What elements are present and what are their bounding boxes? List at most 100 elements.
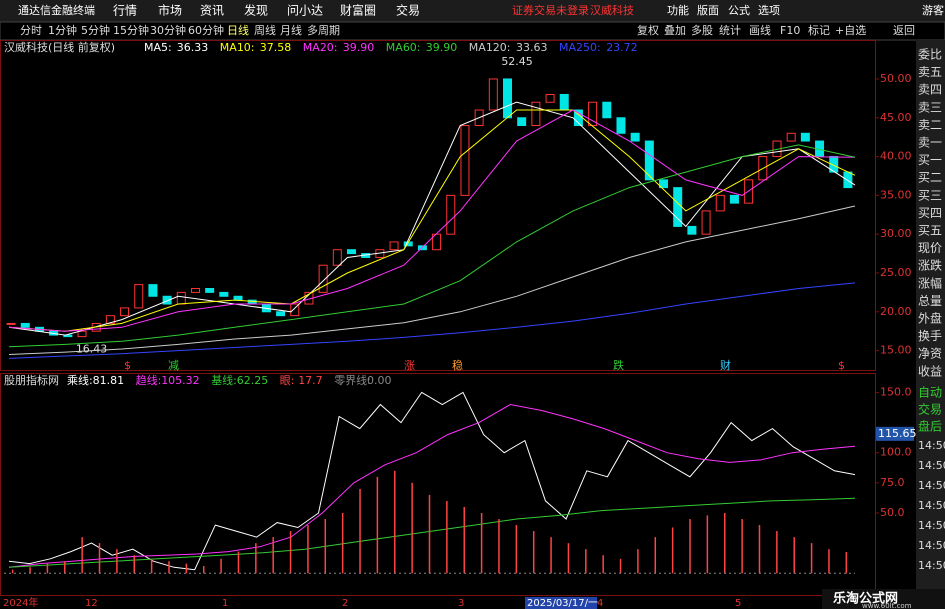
candle xyxy=(517,117,527,127)
legend-value: 105.32 xyxy=(161,374,200,387)
period-tab[interactable]: 30分钟 xyxy=(150,23,186,37)
candle xyxy=(715,194,725,212)
period-tab[interactable]: 分时 xyxy=(20,24,42,37)
quote-label: 换手 xyxy=(918,329,942,343)
y-tick-label: 15.00 xyxy=(880,344,912,357)
legend-value: 0.00 xyxy=(367,374,392,387)
menu-item[interactable]: 问小达 xyxy=(287,4,323,18)
period-tab[interactable]: 1分钟 xyxy=(48,23,77,37)
menu-item[interactable]: 交易 xyxy=(396,3,420,18)
tool-button[interactable]: 返回 xyxy=(893,24,915,37)
tool-button[interactable]: 多股 xyxy=(691,23,713,37)
y-tick-label: 45.00 xyxy=(880,111,912,124)
cursor-label: 115.65 xyxy=(878,427,917,440)
period-tab[interactable]: 5分钟 xyxy=(81,23,110,37)
mode-label[interactable]: 盘后 xyxy=(918,419,942,434)
legend-value: 62.25 xyxy=(237,374,268,387)
quote-label: 买二 xyxy=(918,171,942,185)
mode-label[interactable]: 自动 xyxy=(918,386,942,400)
candle xyxy=(6,322,16,325)
legend-value: 39.90 xyxy=(426,41,458,54)
x-label: 2 xyxy=(342,598,348,609)
legend-name: 眼: xyxy=(280,374,295,387)
candle xyxy=(63,334,73,338)
legend-name: MA250: xyxy=(559,41,601,54)
quote-label: 卖三 xyxy=(918,100,942,114)
user[interactable]: 游客 xyxy=(922,3,944,17)
menu-item[interactable]: 版面 xyxy=(697,3,719,17)
indicator-line xyxy=(8,391,856,571)
legend-name: MA5: xyxy=(144,41,172,54)
tool-button[interactable]: F10 xyxy=(780,24,800,37)
menu-item[interactable]: 资讯 xyxy=(200,4,224,18)
menu-item[interactable]: 行情 xyxy=(113,4,137,18)
quote-label: 卖二 xyxy=(918,118,942,132)
x-label: 5 xyxy=(735,598,741,609)
quote-label: 现价 xyxy=(918,241,942,255)
tool-button[interactable]: +自选 xyxy=(835,24,866,37)
candle xyxy=(332,249,342,266)
legend-value: 81.81 xyxy=(93,374,125,387)
quote-label: 总量 xyxy=(918,294,942,308)
legend-name: MA20: xyxy=(303,41,338,54)
legend-value: 37.58 xyxy=(260,41,292,54)
candle xyxy=(389,241,399,251)
period-tab[interactable]: 日线 xyxy=(227,23,249,37)
menu-notice: 证券交易未登录 xyxy=(512,3,589,17)
trade-time: 14:50 xyxy=(918,499,945,512)
period-tab[interactable]: 60分钟 xyxy=(188,23,224,37)
tool-button[interactable]: 统计 xyxy=(719,24,741,37)
legend-name: 基线: xyxy=(211,373,237,387)
tool-button[interactable]: 复权 xyxy=(637,23,659,37)
legend-name: MA10: xyxy=(220,41,255,54)
quote-label: 委比 xyxy=(918,48,942,62)
candle xyxy=(446,194,456,235)
y-tick-label: 50.0 xyxy=(880,506,905,519)
period-tab[interactable]: 多周期 xyxy=(307,23,340,37)
legend-name: MA120: xyxy=(469,41,511,54)
legend-name: MA60: xyxy=(386,41,421,54)
y-tick-label: 150.0 xyxy=(880,385,912,398)
menu-item[interactable]: 选项 xyxy=(758,4,780,17)
period-tab[interactable]: 15分钟 xyxy=(113,23,149,37)
menu-item[interactable]: 公式 xyxy=(728,4,750,17)
candle xyxy=(233,295,243,301)
trade-time: 14:50 xyxy=(918,519,945,532)
trade-time: 14:50 xyxy=(918,459,945,472)
low-label: 16.43 xyxy=(76,342,108,355)
menu-item[interactable]: 市场 xyxy=(158,3,182,18)
candle xyxy=(673,187,683,227)
candle xyxy=(488,78,498,111)
period-tab[interactable]: 周线 xyxy=(254,23,276,37)
menu-item[interactable]: 财富圈 xyxy=(340,3,376,18)
tool-button[interactable]: 画线 xyxy=(749,23,771,37)
y-tick-label: 100.0 xyxy=(880,446,912,459)
candle xyxy=(687,225,697,235)
legend-value: 17.7 xyxy=(298,374,323,387)
trade-time: 14:50 xyxy=(918,439,945,452)
menu-notice: 汉威科技 xyxy=(590,3,634,17)
mode-label[interactable]: 交易 xyxy=(918,402,942,417)
tool-button[interactable]: 叠加 xyxy=(664,24,686,37)
candle xyxy=(843,171,853,189)
menu-item[interactable]: 功能 xyxy=(667,3,689,17)
menu-item[interactable]: 发现 xyxy=(244,3,268,18)
tool-button[interactable]: 标记 xyxy=(808,23,830,37)
trade-time: 14:50 xyxy=(918,559,945,572)
y-tick-label: 20.00 xyxy=(880,305,912,318)
candle xyxy=(474,109,484,127)
app-title: 通达信金融终端 xyxy=(18,3,95,17)
x-label: 12 xyxy=(85,598,98,609)
candle xyxy=(276,311,286,317)
x-label: 2024年 xyxy=(3,596,38,609)
quote-label: 涨幅 xyxy=(918,275,942,290)
candle xyxy=(602,101,612,119)
period-tab[interactable]: 月线 xyxy=(280,23,302,37)
signal: 稳 xyxy=(452,358,463,372)
y-tick-label: 50.00 xyxy=(880,72,912,85)
legend-name: 趋线: xyxy=(136,373,162,387)
candle xyxy=(588,101,598,127)
high-label: 52.45 xyxy=(501,55,533,68)
signal: 财 xyxy=(720,358,731,372)
